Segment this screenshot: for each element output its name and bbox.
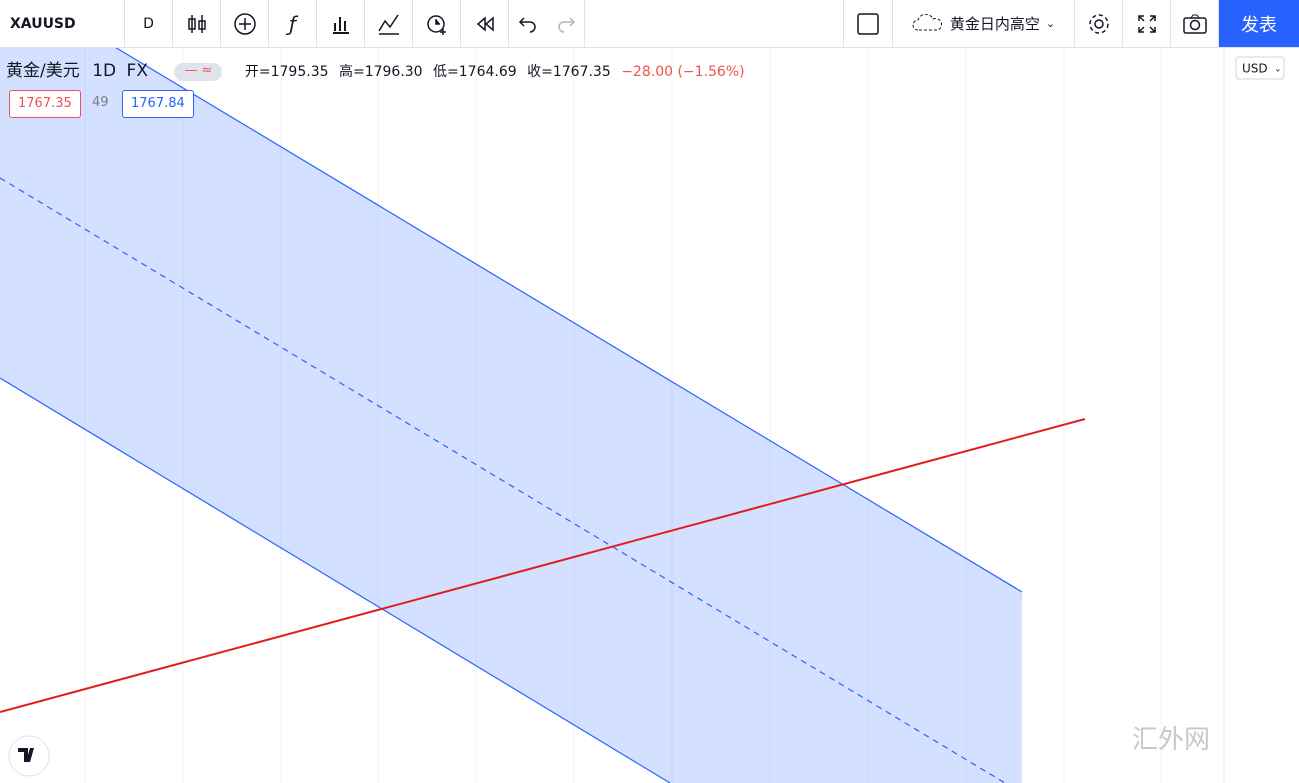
currency: USD <box>1242 62 1268 76</box>
tv-logo <box>8 735 50 777</box>
bid[interactable]: 1767.35 <box>9 90 81 118</box>
currency-box[interactable] <box>1235 56 1285 80</box>
icon[interactable] <box>413 0 461 47</box>
undo[interactable] <box>509 0 547 47</box>
watermark: 汇外网 <box>1132 725 1210 755</box>
ohlc-open: 开=1795.35 <box>244 64 329 80</box>
caret: ⌄ <box>1274 65 1282 75</box>
icon[interactable] <box>365 0 413 47</box>
ohlc-close: 收=1767.35 <box>527 64 611 80</box>
ask[interactable]: 1767.84 <box>122 90 194 118</box>
layout[interactable]: 黄金日内高空 ⌄ <box>893 0 1075 47</box>
layout-name: 黄金日内高空 <box>949 15 1040 33</box>
spread: 49 <box>92 95 109 110</box>
settings[interactable] <box>1075 0 1123 47</box>
legend-exchange: FX <box>126 61 148 81</box>
channel <box>0 48 1023 783</box>
interval[interactable]: D <box>125 0 173 47</box>
publish-button[interactable]: 发表 <box>1219 0 1299 47</box>
icon[interactable] <box>221 0 269 47</box>
toolbar: XAUUSD D ƒ 黄金日内高空 ⌄ 发表 <box>0 0 1299 48</box>
symbol[interactable]: XAUUSD <box>0 0 125 47</box>
fullscreen[interactable] <box>1123 0 1171 47</box>
icon[interactable] <box>173 0 221 47</box>
legend-title: 黄金/美元 <box>6 61 80 81</box>
redo[interactable] <box>547 0 585 47</box>
icon[interactable] <box>317 0 365 47</box>
icon[interactable] <box>461 0 509 47</box>
chart: USD ⌄ 汇外网 <box>0 48 1285 783</box>
ohlc-high: 高=1796.30 <box>338 64 423 80</box>
legend: 黄金/美元 1D FX — ≈ 开=1795.35 高=1796.30 低=17… <box>6 56 751 81</box>
time-grid <box>84 48 1162 783</box>
snapshot[interactable] <box>1171 0 1219 47</box>
trend-line <box>0 418 1086 713</box>
legend-interval: 1D <box>92 61 117 81</box>
icon[interactable]: ƒ <box>269 0 317 47</box>
change: −28.00 (−1.56%) <box>621 64 745 80</box>
channel-fill <box>0 48 1022 783</box>
icon[interactable] <box>843 0 893 47</box>
ohlc-low: 低=1764.69 <box>433 64 517 80</box>
toggle[interactable]: — ≈ <box>174 63 223 81</box>
